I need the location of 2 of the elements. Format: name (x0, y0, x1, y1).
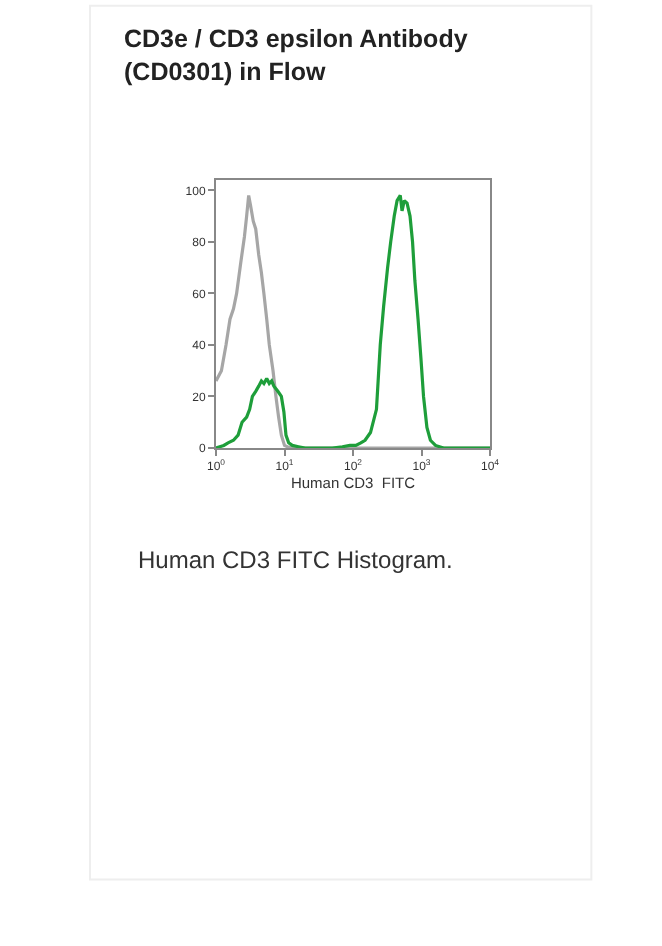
chart-title: CD3e / CD3 epsilon Antibody (CD0301) in Flow (124, 25, 475, 86)
text: Human CD3 FITC Histogram. (138, 546, 453, 574)
